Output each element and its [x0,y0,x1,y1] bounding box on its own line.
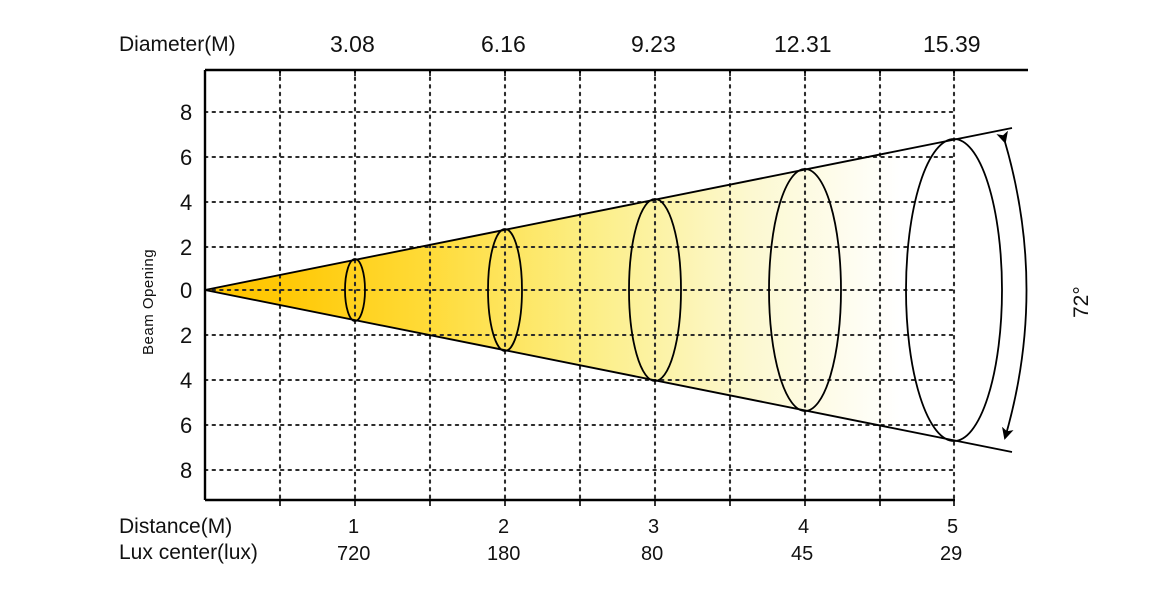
lux-value-5: 29 [940,543,963,565]
lux-value-1: 720 [337,543,371,565]
beam-angle-arc [996,130,1028,440]
diameter-value-3: 9.23 [631,31,676,57]
y-tick-6-upper: 6 [180,145,193,170]
diameter-value-2: 6.16 [481,31,526,57]
lux-row-title: Lux center(lux) [119,541,258,564]
distance-value-1: 1 [348,516,360,538]
beam-cone-edges [204,127,1013,453]
y-tick-6-lower: 6 [180,413,193,438]
distance-value-5: 5 [947,516,959,538]
y-tick-2-upper: 2 [180,235,193,260]
lux-value-3: 80 [641,543,664,565]
distance-row-title: Distance(M) [119,515,233,538]
y-tick-8-upper: 8 [180,100,193,125]
distance-value-2: 2 [498,516,510,538]
bottom-axis-ticks [279,500,955,506]
y-tick-4-lower: 4 [180,368,193,393]
y-tick-0-center: 0 [180,278,193,303]
y-tick-2-lower: 2 [180,323,193,348]
grid-vertical [278,68,956,502]
lux-value-4: 45 [791,543,814,565]
diameter-value-5: 15.39 [923,31,981,57]
top-axis-title: Diameter(M) [119,33,236,56]
beam-angle-label: 72° [1070,286,1093,318]
diameter-value-4: 12.31 [774,31,832,57]
distance-value-3: 3 [648,516,660,538]
diameter-value-1: 3.08 [330,31,375,57]
top-axis-ticks [279,70,955,76]
y-tick-4-upper: 4 [180,190,193,215]
distance-value-4: 4 [798,516,810,538]
lux-value-2: 180 [487,543,521,565]
y-axis-title: Beam Opening [140,248,157,355]
y-tick-8-lower: 8 [180,458,193,483]
beam-cross-section-ellipses [344,138,1003,442]
